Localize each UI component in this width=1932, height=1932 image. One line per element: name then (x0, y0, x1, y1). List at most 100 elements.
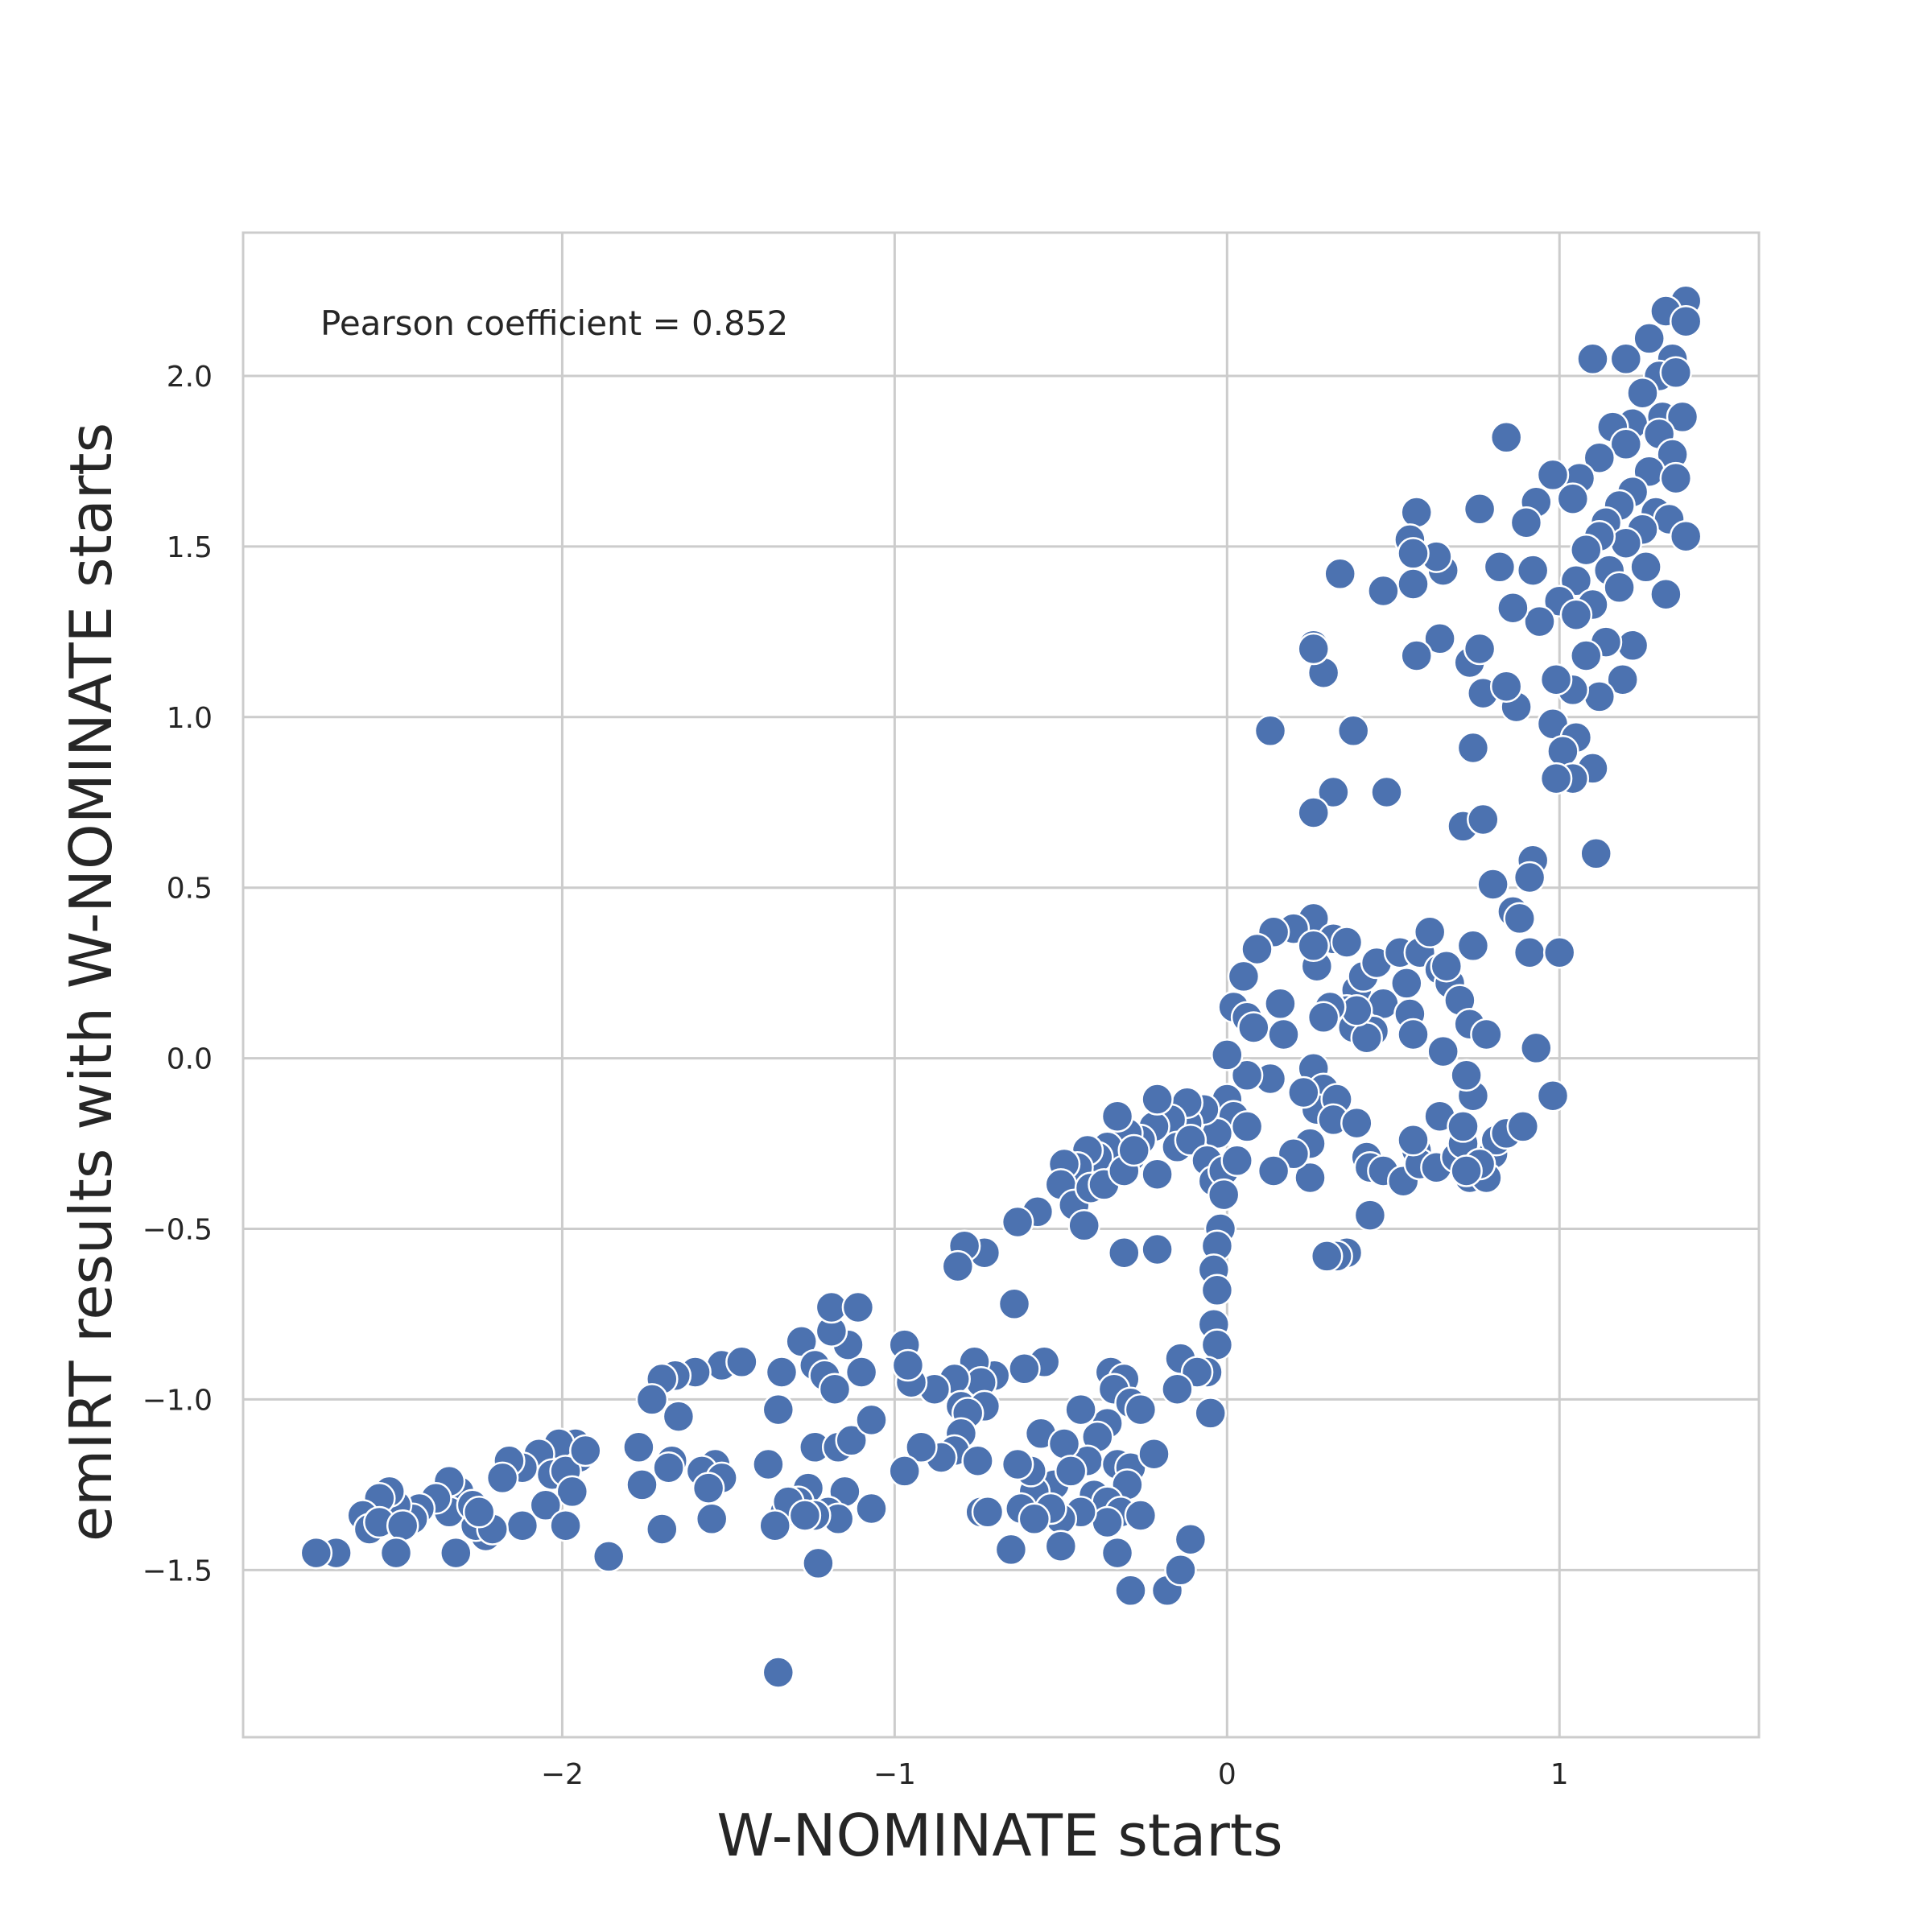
tick-labels: −2 −1 0 1 −1.5 −1.0 −0.5 0.0 0.5 1.0 1.5 2.0 (142, 361, 1569, 1791)
scatter-point (1456, 929, 1490, 963)
scatter-point (1539, 663, 1573, 696)
scatter-point (1450, 1059, 1483, 1092)
scatter-point (1513, 861, 1546, 894)
scatter-point (299, 1536, 333, 1570)
scatter-point (555, 1475, 589, 1509)
scatter-point (549, 1509, 582, 1542)
scatter-point (855, 1492, 888, 1525)
x-axis-label: W-NOMINATE starts (716, 1802, 1282, 1869)
scatter-point (1463, 493, 1496, 526)
y-tick-label: −0.5 (142, 1214, 213, 1247)
scatter-point (818, 1373, 852, 1406)
scatter-point (1539, 762, 1573, 795)
scatter-point (1423, 622, 1456, 655)
scatter-point (1264, 987, 1297, 1021)
scatter-point (844, 1356, 878, 1389)
scatter-point (1400, 496, 1433, 529)
scatter-point (855, 1403, 888, 1437)
scatter-point (625, 1468, 658, 1501)
scatter-point (1536, 1079, 1570, 1113)
scatter-point (1141, 1158, 1174, 1191)
scatter-point (622, 1430, 655, 1464)
scatter-point (1174, 1522, 1208, 1556)
scatter-point (1054, 1455, 1088, 1488)
y-tick-label: 1.0 (167, 702, 213, 735)
scatter-point (646, 1513, 679, 1546)
scatter-point (1108, 1236, 1141, 1269)
scatter-point (1626, 376, 1659, 410)
scatter-point (1124, 1499, 1158, 1532)
scatter-point (971, 1496, 1005, 1529)
x-tick-label: 1 (1550, 1758, 1569, 1791)
scatter-point (1456, 731, 1490, 765)
scatter-point (652, 1451, 685, 1484)
scatter-point (765, 1356, 799, 1389)
scatter-point (1230, 1110, 1264, 1143)
scatter-point (1001, 1205, 1034, 1239)
scatter-point (386, 1509, 419, 1542)
scatter-point (1470, 1018, 1503, 1051)
scatter-point (569, 1434, 602, 1468)
scatter-point (1467, 803, 1500, 836)
scatter-point (1476, 868, 1509, 901)
scatter-point (1330, 926, 1364, 959)
scatter-point (1629, 551, 1662, 584)
scatter-point (1310, 1240, 1344, 1273)
scatter-point (1536, 458, 1570, 492)
scatter-point (1506, 1110, 1540, 1143)
scatter-point (1230, 1059, 1264, 1092)
scatter-point (1583, 680, 1616, 713)
y-tick-label: 0.0 (167, 1043, 213, 1076)
scatter-point (1297, 796, 1330, 829)
scatter-point (1211, 1038, 1244, 1071)
scatter-point (997, 1287, 1031, 1321)
scatter-point (1556, 482, 1590, 515)
scatter-point (1666, 400, 1699, 434)
scatter-point (1606, 663, 1639, 696)
scatter-point (1570, 639, 1603, 672)
y-axis-label: emIRT results with W-NOMINATE starts (57, 423, 125, 1542)
scatter-point (1100, 1536, 1134, 1570)
scatter-point (1659, 356, 1693, 390)
scatter-point (1583, 441, 1616, 474)
scatter-point (379, 1536, 413, 1570)
scatter-point (1141, 1083, 1174, 1116)
scatter-point (1044, 1530, 1078, 1563)
scatter-point (1503, 902, 1536, 935)
scatter-point (1287, 1075, 1320, 1109)
scatter-point (1397, 1124, 1430, 1157)
pearson-annotation: Pearson coefficient = 0.852 (320, 303, 788, 343)
scatter-point (1649, 577, 1682, 611)
scatter-point (1609, 342, 1643, 376)
scatter-point (758, 1509, 791, 1542)
scatter-point (802, 1546, 835, 1580)
scatter-point (1367, 574, 1400, 608)
y-tick-label: 1.5 (167, 531, 213, 564)
scatter-point (1064, 1393, 1097, 1426)
scatter-point (440, 1536, 473, 1570)
scatter-point (1633, 322, 1666, 355)
scatter-point (1659, 461, 1693, 495)
scatter-point (941, 1249, 975, 1283)
scatter-point (888, 1455, 921, 1488)
scatter-point (1669, 304, 1703, 338)
scatter-point (1542, 935, 1576, 969)
plot-area-frame (242, 231, 1761, 1739)
scatter-point (1336, 714, 1370, 748)
scatter-point (1397, 537, 1430, 570)
scatter-point (1400, 639, 1433, 672)
scatter-point (891, 1348, 925, 1382)
scatter-point (762, 1656, 795, 1689)
scatter-point (905, 1430, 938, 1464)
scatter-point (529, 1488, 563, 1522)
scatter-point (1603, 571, 1636, 605)
scatter-point (1257, 1154, 1290, 1187)
scatter-point (1520, 1031, 1553, 1065)
scatter-point (1194, 1397, 1227, 1430)
scatter-point (1340, 1106, 1373, 1140)
y-tick-label: 0.5 (167, 873, 213, 906)
scatter-point (1067, 1209, 1100, 1242)
y-tick-label: 2.0 (167, 361, 213, 394)
scatter-point (1426, 1034, 1459, 1068)
